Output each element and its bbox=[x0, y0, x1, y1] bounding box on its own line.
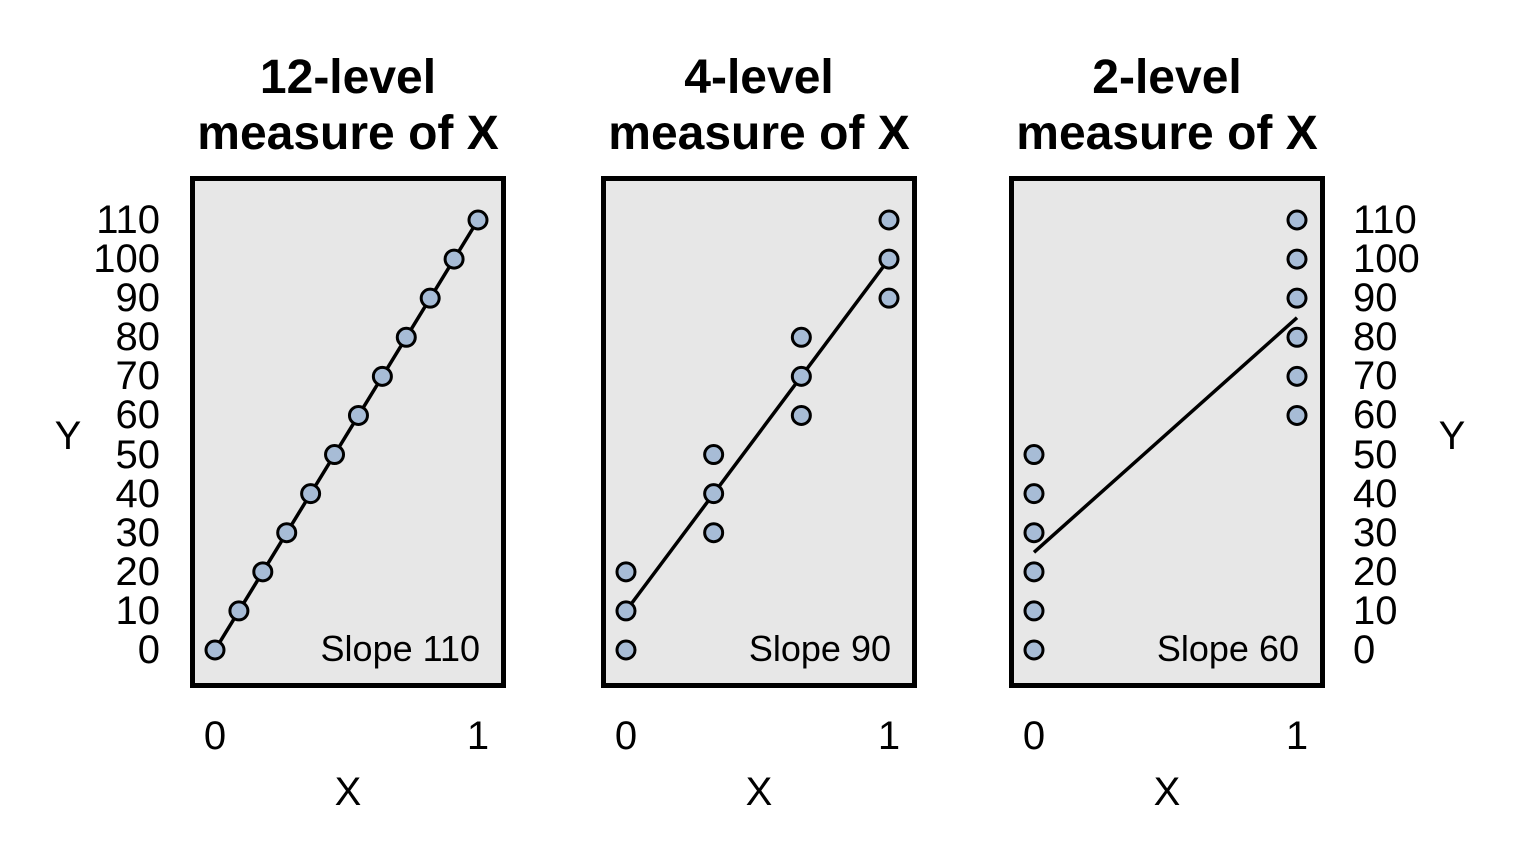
data-point bbox=[615, 561, 637, 583]
data-point bbox=[878, 209, 900, 231]
y-axis-ticks-right: 110 100 90 80 70 60 50 40 30 20 10 0 bbox=[1353, 0, 1493, 864]
panel-12-level: 12-level measure of X Slope 110 0 1 X bbox=[190, 0, 506, 864]
y-tick-label: 110 bbox=[1353, 198, 1417, 242]
y-tick-label: 30 bbox=[1353, 510, 1398, 555]
data-point bbox=[1286, 209, 1308, 231]
data-point bbox=[228, 600, 250, 622]
x-axis-title: X bbox=[745, 770, 773, 814]
panel-title-line1: 4-level bbox=[684, 51, 834, 104]
data-point bbox=[790, 326, 812, 348]
panel-4-level: 4-level measure of X Slope 90 0 1 X bbox=[601, 0, 917, 864]
data-point bbox=[878, 287, 900, 309]
data-point bbox=[703, 483, 725, 505]
data-point bbox=[1023, 561, 1045, 583]
data-point bbox=[1286, 248, 1308, 270]
y-tick-label: 10 bbox=[115, 588, 161, 633]
data-point bbox=[1023, 639, 1045, 661]
y-tick-label: 110 bbox=[96, 198, 160, 242]
y-tick-label: 80 bbox=[115, 315, 161, 360]
scatter-plot-2-level bbox=[1009, 176, 1325, 688]
data-point bbox=[395, 326, 417, 348]
y-tick-label: 100 bbox=[1353, 237, 1420, 282]
panel-title-line2: measure of X bbox=[1016, 107, 1318, 160]
y-tick-label: 90 bbox=[1353, 276, 1398, 321]
y-tick-label: 10 bbox=[1353, 588, 1398, 633]
panel-2-level: 2-level measure of X Slope 60 0 1 X bbox=[1009, 0, 1325, 864]
y-tick-label: 0 bbox=[1353, 628, 1376, 672]
data-point bbox=[615, 639, 637, 661]
data-point bbox=[615, 600, 637, 622]
y-tick-label: 60 bbox=[1353, 393, 1398, 438]
x-tick-1: 1 bbox=[466, 714, 490, 758]
data-point bbox=[1023, 483, 1045, 505]
data-point bbox=[276, 522, 298, 544]
panel-title-line2: measure of X bbox=[197, 107, 499, 160]
slope-annotation: Slope 90 bbox=[748, 628, 891, 669]
data-point bbox=[1286, 287, 1308, 309]
data-point bbox=[252, 561, 274, 583]
y-tick-label: 70 bbox=[115, 354, 161, 399]
y-tick-label: 20 bbox=[1353, 549, 1398, 594]
panel-title: 4-level measure of X bbox=[521, 50, 997, 162]
x-axis-title: X bbox=[1153, 770, 1181, 814]
panel-title-line1: 2-level bbox=[1092, 51, 1242, 104]
data-point bbox=[790, 365, 812, 387]
y-tick-label: 40 bbox=[1353, 471, 1398, 516]
panel-title-line1: 12-level bbox=[259, 51, 437, 104]
data-point bbox=[419, 287, 441, 309]
data-point bbox=[371, 365, 393, 387]
scatter-plot-12-level bbox=[190, 176, 506, 688]
data-point bbox=[1286, 365, 1308, 387]
y-tick-label: 0 bbox=[137, 628, 160, 672]
x-tick-0: 0 bbox=[1022, 714, 1046, 758]
x-tick-0: 0 bbox=[614, 714, 638, 758]
data-point bbox=[467, 209, 489, 231]
y-axis-title-right: Y bbox=[1438, 414, 1466, 458]
data-point bbox=[443, 248, 465, 270]
slope-annotation: Slope 110 bbox=[320, 628, 480, 669]
y-tick-label: 50 bbox=[1353, 432, 1398, 477]
plot-canvas bbox=[1009, 176, 1325, 688]
plot-canvas bbox=[190, 176, 506, 688]
y-axis-ticks-left: 110 100 90 80 70 60 50 40 30 20 10 0 bbox=[0, 0, 160, 864]
data-point bbox=[204, 639, 226, 661]
scatter-plot-4-level bbox=[601, 176, 917, 688]
x-axis-title: X bbox=[334, 770, 362, 814]
y-tick-label: 90 bbox=[115, 276, 161, 321]
data-point bbox=[1286, 404, 1308, 426]
y-tick-label: 100 bbox=[93, 237, 160, 282]
panel-title-line2: measure of X bbox=[608, 107, 910, 160]
data-point bbox=[703, 444, 725, 466]
y-tick-label: 60 bbox=[115, 393, 161, 438]
data-point bbox=[1023, 444, 1045, 466]
x-tick-1: 1 bbox=[1285, 714, 1309, 758]
data-point bbox=[324, 444, 346, 466]
panel-title: 12-level measure of X bbox=[110, 50, 586, 162]
x-tick-0: 0 bbox=[203, 714, 227, 758]
fit-line bbox=[624, 258, 891, 612]
data-point bbox=[790, 404, 812, 426]
data-point bbox=[347, 404, 369, 426]
data-point bbox=[703, 522, 725, 544]
x-tick-1: 1 bbox=[877, 714, 901, 758]
fit-line bbox=[1032, 316, 1299, 554]
plot-canvas bbox=[601, 176, 917, 688]
data-point bbox=[1023, 522, 1045, 544]
data-point bbox=[1023, 600, 1045, 622]
panel-title: 2-level measure of X bbox=[929, 50, 1405, 162]
slope-annotation: Slope 60 bbox=[1156, 628, 1299, 669]
y-tick-label: 40 bbox=[115, 471, 161, 516]
y-axis-title-left: Y bbox=[54, 414, 82, 458]
y-tick-label: 20 bbox=[115, 549, 161, 594]
y-tick-label: 70 bbox=[1353, 354, 1398, 399]
y-tick-label: 30 bbox=[115, 510, 161, 555]
data-point bbox=[878, 248, 900, 270]
data-point bbox=[1286, 326, 1308, 348]
data-point bbox=[300, 483, 322, 505]
y-tick-label: 80 bbox=[1353, 315, 1398, 360]
y-tick-label: 50 bbox=[115, 432, 161, 477]
